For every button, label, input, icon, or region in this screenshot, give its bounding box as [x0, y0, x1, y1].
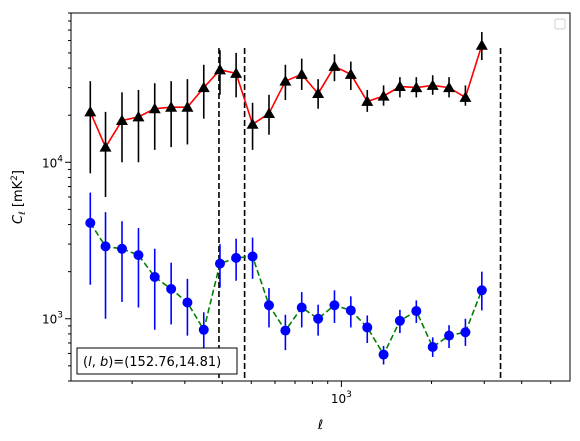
data-point-circle: [166, 283, 177, 294]
data-point-circle: [362, 322, 373, 333]
data-point-circle: [182, 297, 193, 308]
data-point-circle: [100, 241, 111, 252]
data-point-circle: [85, 217, 96, 228]
data-point-circle: [247, 251, 258, 262]
data-point-triangle: [279, 75, 292, 86]
data-point-triangle: [361, 95, 374, 106]
data-point-triangle: [181, 101, 194, 112]
axis-ticks: 103 103 104: [42, 12, 552, 406]
data-point-circle: [427, 341, 438, 352]
legend-box: [554, 18, 566, 30]
data-point-triangle: [443, 81, 456, 93]
data-point-circle: [345, 305, 356, 316]
y-axis-label: Cℓ [mK2]: [10, 170, 28, 224]
data-point-triangle: [246, 118, 259, 129]
data-point-triangle: [312, 87, 325, 99]
x-axis-label: ℓ: [317, 418, 323, 433]
annotation-text: (l, b)=(152.76,14.81): [83, 355, 221, 370]
data-point-triangle: [328, 60, 341, 71]
data-point-triangle: [377, 90, 390, 101]
data-point-circle: [149, 271, 160, 282]
data-point-circle: [263, 300, 274, 311]
data-point-triangle: [213, 63, 226, 75]
y-tick-label: 104: [42, 154, 63, 170]
data-point-circle: [460, 327, 471, 338]
data-point-triangle: [459, 91, 472, 102]
data-series: [84, 32, 488, 369]
data-point-circle: [296, 302, 307, 313]
data-point-circle: [280, 325, 291, 336]
annotation-frame: [76, 347, 238, 375]
data-point-triangle: [410, 81, 423, 93]
data-point-triangle: [84, 105, 97, 117]
data-point-triangle: [115, 114, 128, 125]
data-point-circle: [116, 243, 127, 254]
data-point-circle: [444, 330, 455, 341]
plot-frame: [70, 12, 571, 382]
data-point-circle: [313, 313, 324, 324]
data-point-circle: [329, 300, 340, 311]
data-point-triangle: [426, 79, 439, 90]
data-point-triangle: [99, 141, 112, 152]
x-tick-label: 103: [331, 390, 352, 406]
data-point-circle: [231, 252, 242, 263]
data-point-triangle: [148, 102, 161, 114]
data-point-triangle: [165, 101, 178, 112]
data-point-triangle: [393, 80, 406, 92]
data-point-triangle: [262, 107, 275, 119]
data-point-triangle: [295, 68, 308, 79]
data-point-circle: [198, 324, 209, 335]
data-point-circle: [476, 285, 487, 296]
data-point-circle: [214, 258, 225, 269]
data-point-triangle: [230, 67, 243, 78]
data-point-circle: [411, 306, 422, 317]
data-point-triangle: [197, 81, 210, 93]
data-point-triangle: [475, 39, 488, 50]
y-tick-label: 103: [42, 311, 63, 327]
data-point-circle: [394, 315, 405, 326]
data-point-triangle: [132, 110, 145, 122]
vertical-lines: [218, 48, 502, 381]
data-point-circle: [378, 349, 389, 360]
data-point-triangle: [344, 68, 357, 79]
data-point-circle: [133, 250, 144, 261]
annotation-box: (l, b)=(152.76,14.81): [76, 347, 238, 375]
